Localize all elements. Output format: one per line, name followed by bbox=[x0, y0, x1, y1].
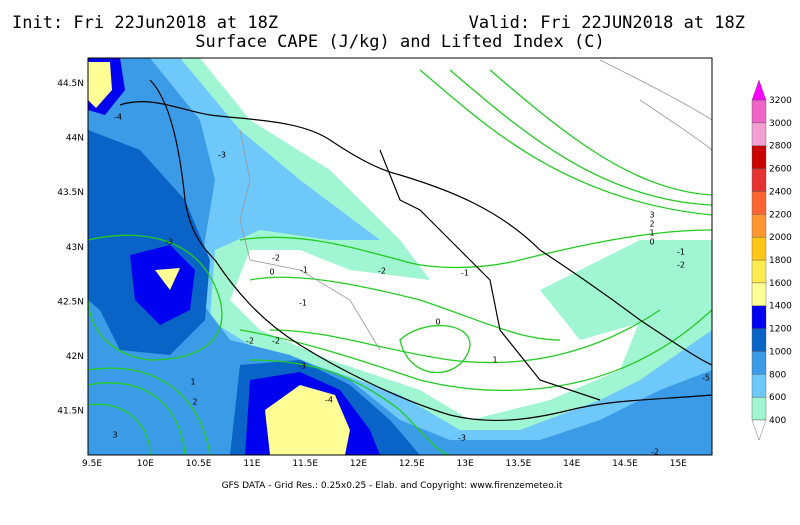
contour-labels: -4 -3 -3 -2 -1 0 -1 -2 -1 0 1 -2 -2 -3 -… bbox=[112, 113, 710, 457]
lon-label: 12.5E bbox=[399, 459, 425, 469]
contour-label: 0 bbox=[435, 318, 440, 327]
colorbar-swatch bbox=[751, 351, 767, 375]
map: -4 -3 -3 -2 -1 0 -1 -2 -1 0 1 -2 -2 -3 -… bbox=[87, 57, 713, 457]
contour-label: -2 bbox=[272, 254, 280, 263]
colorbar-label: 2600 bbox=[769, 165, 792, 175]
colorbar-label: 2200 bbox=[769, 210, 792, 220]
cape-area bbox=[88, 58, 712, 455]
colorbar-label: 1000 bbox=[769, 347, 792, 357]
cape-area bbox=[265, 385, 350, 455]
map-frame bbox=[87, 57, 713, 456]
contour-label: 1 bbox=[649, 229, 654, 238]
contour-label: 1 bbox=[492, 356, 497, 365]
init-text: Init: Fri 22Jun2018 at 18Z bbox=[12, 13, 278, 33]
contour-label: -1 bbox=[461, 269, 469, 278]
contour-label: -1 bbox=[299, 299, 307, 308]
colorbar-swatch bbox=[751, 374, 767, 398]
cape-area bbox=[130, 245, 195, 325]
contour-label: -4 bbox=[325, 396, 333, 405]
colorbar-label: 1800 bbox=[769, 256, 792, 266]
lat-label: 44.5N bbox=[57, 79, 84, 89]
lon-label: 13E bbox=[457, 459, 474, 469]
lon-label: 15E bbox=[670, 459, 687, 469]
lon-label: 10.5E bbox=[186, 459, 212, 469]
coastline bbox=[119, 79, 712, 422]
lat-label: 44N bbox=[66, 134, 84, 144]
colorbar-swatch bbox=[751, 168, 767, 192]
colorbar-swatch bbox=[751, 259, 767, 284]
lon-label: 9.5E bbox=[82, 459, 102, 469]
contour-label: -3 bbox=[218, 151, 226, 160]
map-title: Surface CAPE (J/kg) and Lifted Index (C) bbox=[195, 32, 604, 52]
contour-label: 0 bbox=[269, 268, 274, 277]
contour-label: 3 bbox=[112, 431, 117, 440]
colorbar-under bbox=[751, 419, 767, 441]
lat-label: 43N bbox=[66, 243, 84, 253]
lon-label: 13.5E bbox=[506, 459, 532, 469]
colorbar-swatch bbox=[751, 236, 767, 261]
colorbar-label: 600 bbox=[769, 393, 786, 403]
colorbar-swatch bbox=[751, 191, 767, 215]
colorbar-swatch bbox=[751, 99, 767, 124]
lat-label: 41.5N bbox=[57, 407, 84, 417]
contour-label: -1 bbox=[300, 266, 308, 275]
lon-label: 11.5E bbox=[292, 459, 318, 469]
cape-area bbox=[155, 268, 180, 290]
lon-label: 14.5E bbox=[612, 459, 638, 469]
colorbar-label: 3200 bbox=[769, 96, 792, 106]
contour-label: -1 bbox=[677, 248, 685, 257]
region-borders bbox=[239, 59, 712, 351]
colorbar-label: 3000 bbox=[769, 119, 792, 129]
contour-label: -2 bbox=[272, 337, 280, 346]
colorbar-label: 2800 bbox=[769, 142, 792, 152]
colorbar-swatch bbox=[751, 214, 767, 238]
colorbar-swatch bbox=[751, 305, 767, 329]
lifted-index-contours bbox=[88, 69, 712, 455]
contour-label: 0 bbox=[649, 238, 654, 247]
lon-label: 14E bbox=[563, 459, 580, 469]
colorbar-label: 2000 bbox=[769, 233, 792, 243]
colorbar-label: 2400 bbox=[769, 187, 792, 197]
colorbar-label: 1400 bbox=[769, 302, 792, 312]
lat-label: 42.5N bbox=[57, 297, 84, 307]
colorbar-swatch bbox=[751, 145, 767, 169]
lon-label: 10E bbox=[137, 459, 154, 469]
contour-label: -3 bbox=[458, 434, 466, 443]
contour-label: -2 bbox=[246, 337, 254, 346]
contour-label: -5 bbox=[702, 374, 710, 383]
contour-label: -2 bbox=[677, 261, 685, 270]
colorbar-label: 800 bbox=[769, 370, 786, 380]
valid-text: Valid: Fri 22JUN2018 at 18Z bbox=[469, 13, 745, 33]
colorbar-swatch bbox=[751, 282, 767, 306]
lat-label: 42N bbox=[66, 352, 84, 362]
contour-label: -3 bbox=[298, 362, 306, 371]
contour-label: 3 bbox=[649, 211, 654, 220]
colorbar-label: 1600 bbox=[769, 279, 792, 289]
colorbar-swatch bbox=[751, 328, 767, 352]
colorbar-swatch bbox=[751, 122, 767, 146]
colorbar: 400 600 800 1000 1200 1400 1600 1800 2000 2200 240… bbox=[751, 79, 792, 441]
contour-label: 2 bbox=[192, 398, 197, 407]
colorbar-label: 400 bbox=[769, 416, 786, 426]
contour-label: 1 bbox=[190, 378, 195, 387]
cape-area bbox=[88, 62, 112, 108]
cape-area bbox=[540, 240, 712, 340]
lon-label: 12E bbox=[350, 459, 367, 469]
colorbar-label: 1200 bbox=[769, 325, 792, 335]
lat-label: 43.5N bbox=[57, 188, 84, 198]
colorbar-over bbox=[751, 79, 767, 101]
contour-label: -3 bbox=[165, 238, 173, 247]
contour-label: -2 bbox=[378, 267, 386, 276]
contour-label: 2 bbox=[649, 220, 654, 229]
footer: GFS DATA - Grid Res.: 0.25x0.25 - Elab. … bbox=[222, 481, 563, 491]
contour-label: -2 bbox=[651, 448, 659, 457]
lon-label: 11E bbox=[243, 459, 260, 469]
colorbar-swatch bbox=[751, 396, 767, 421]
contour-label: -4 bbox=[114, 113, 122, 122]
